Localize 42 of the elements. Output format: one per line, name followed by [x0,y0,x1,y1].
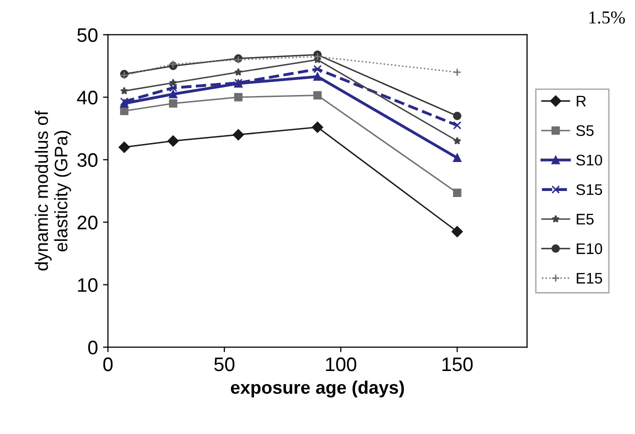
y-tick-label: 50 [77,28,98,42]
point [234,68,242,76]
point [234,93,243,102]
legend-label: S5 [576,125,594,136]
point [120,106,128,116]
point [312,122,324,133]
point [453,188,462,197]
x-tick-label: 50 [214,357,234,372]
point [120,86,128,94]
y-tick-label: 30 [77,153,98,167]
text: 1.5% [589,11,625,24]
x-tick-label: 150 [442,357,473,372]
point [118,142,130,153]
point [168,84,178,92]
point [453,154,462,162]
point [168,90,178,98]
point [232,129,244,140]
legend-label: S10 [576,154,602,166]
point [453,112,462,120]
legend-label: E5 [576,214,594,225]
point [453,68,462,76]
point [313,91,322,100]
x-axis-title: exposure age (days) [230,380,404,398]
y-tick-label: 10 [78,278,98,292]
point [168,99,178,108]
point [313,72,322,81]
y-tick-label: 40 [77,90,98,104]
legend-label: S15 [576,184,602,196]
y-tick-label: 0 [88,340,98,354]
point [453,121,462,130]
point [168,135,179,147]
legend-label: E10 [576,243,602,254]
y-tick-label: 20 [78,216,98,230]
y-axis-title: dynamic modulus of elasticity (GPa) [34,110,72,270]
x-tick-label: 100 [326,357,356,372]
point [453,136,462,144]
point [313,64,322,74]
point [452,226,463,238]
legend-label: E15 [576,272,602,284]
x-tick-label: 0 [103,357,113,372]
point [169,78,178,86]
legend-label: R [576,96,586,106]
